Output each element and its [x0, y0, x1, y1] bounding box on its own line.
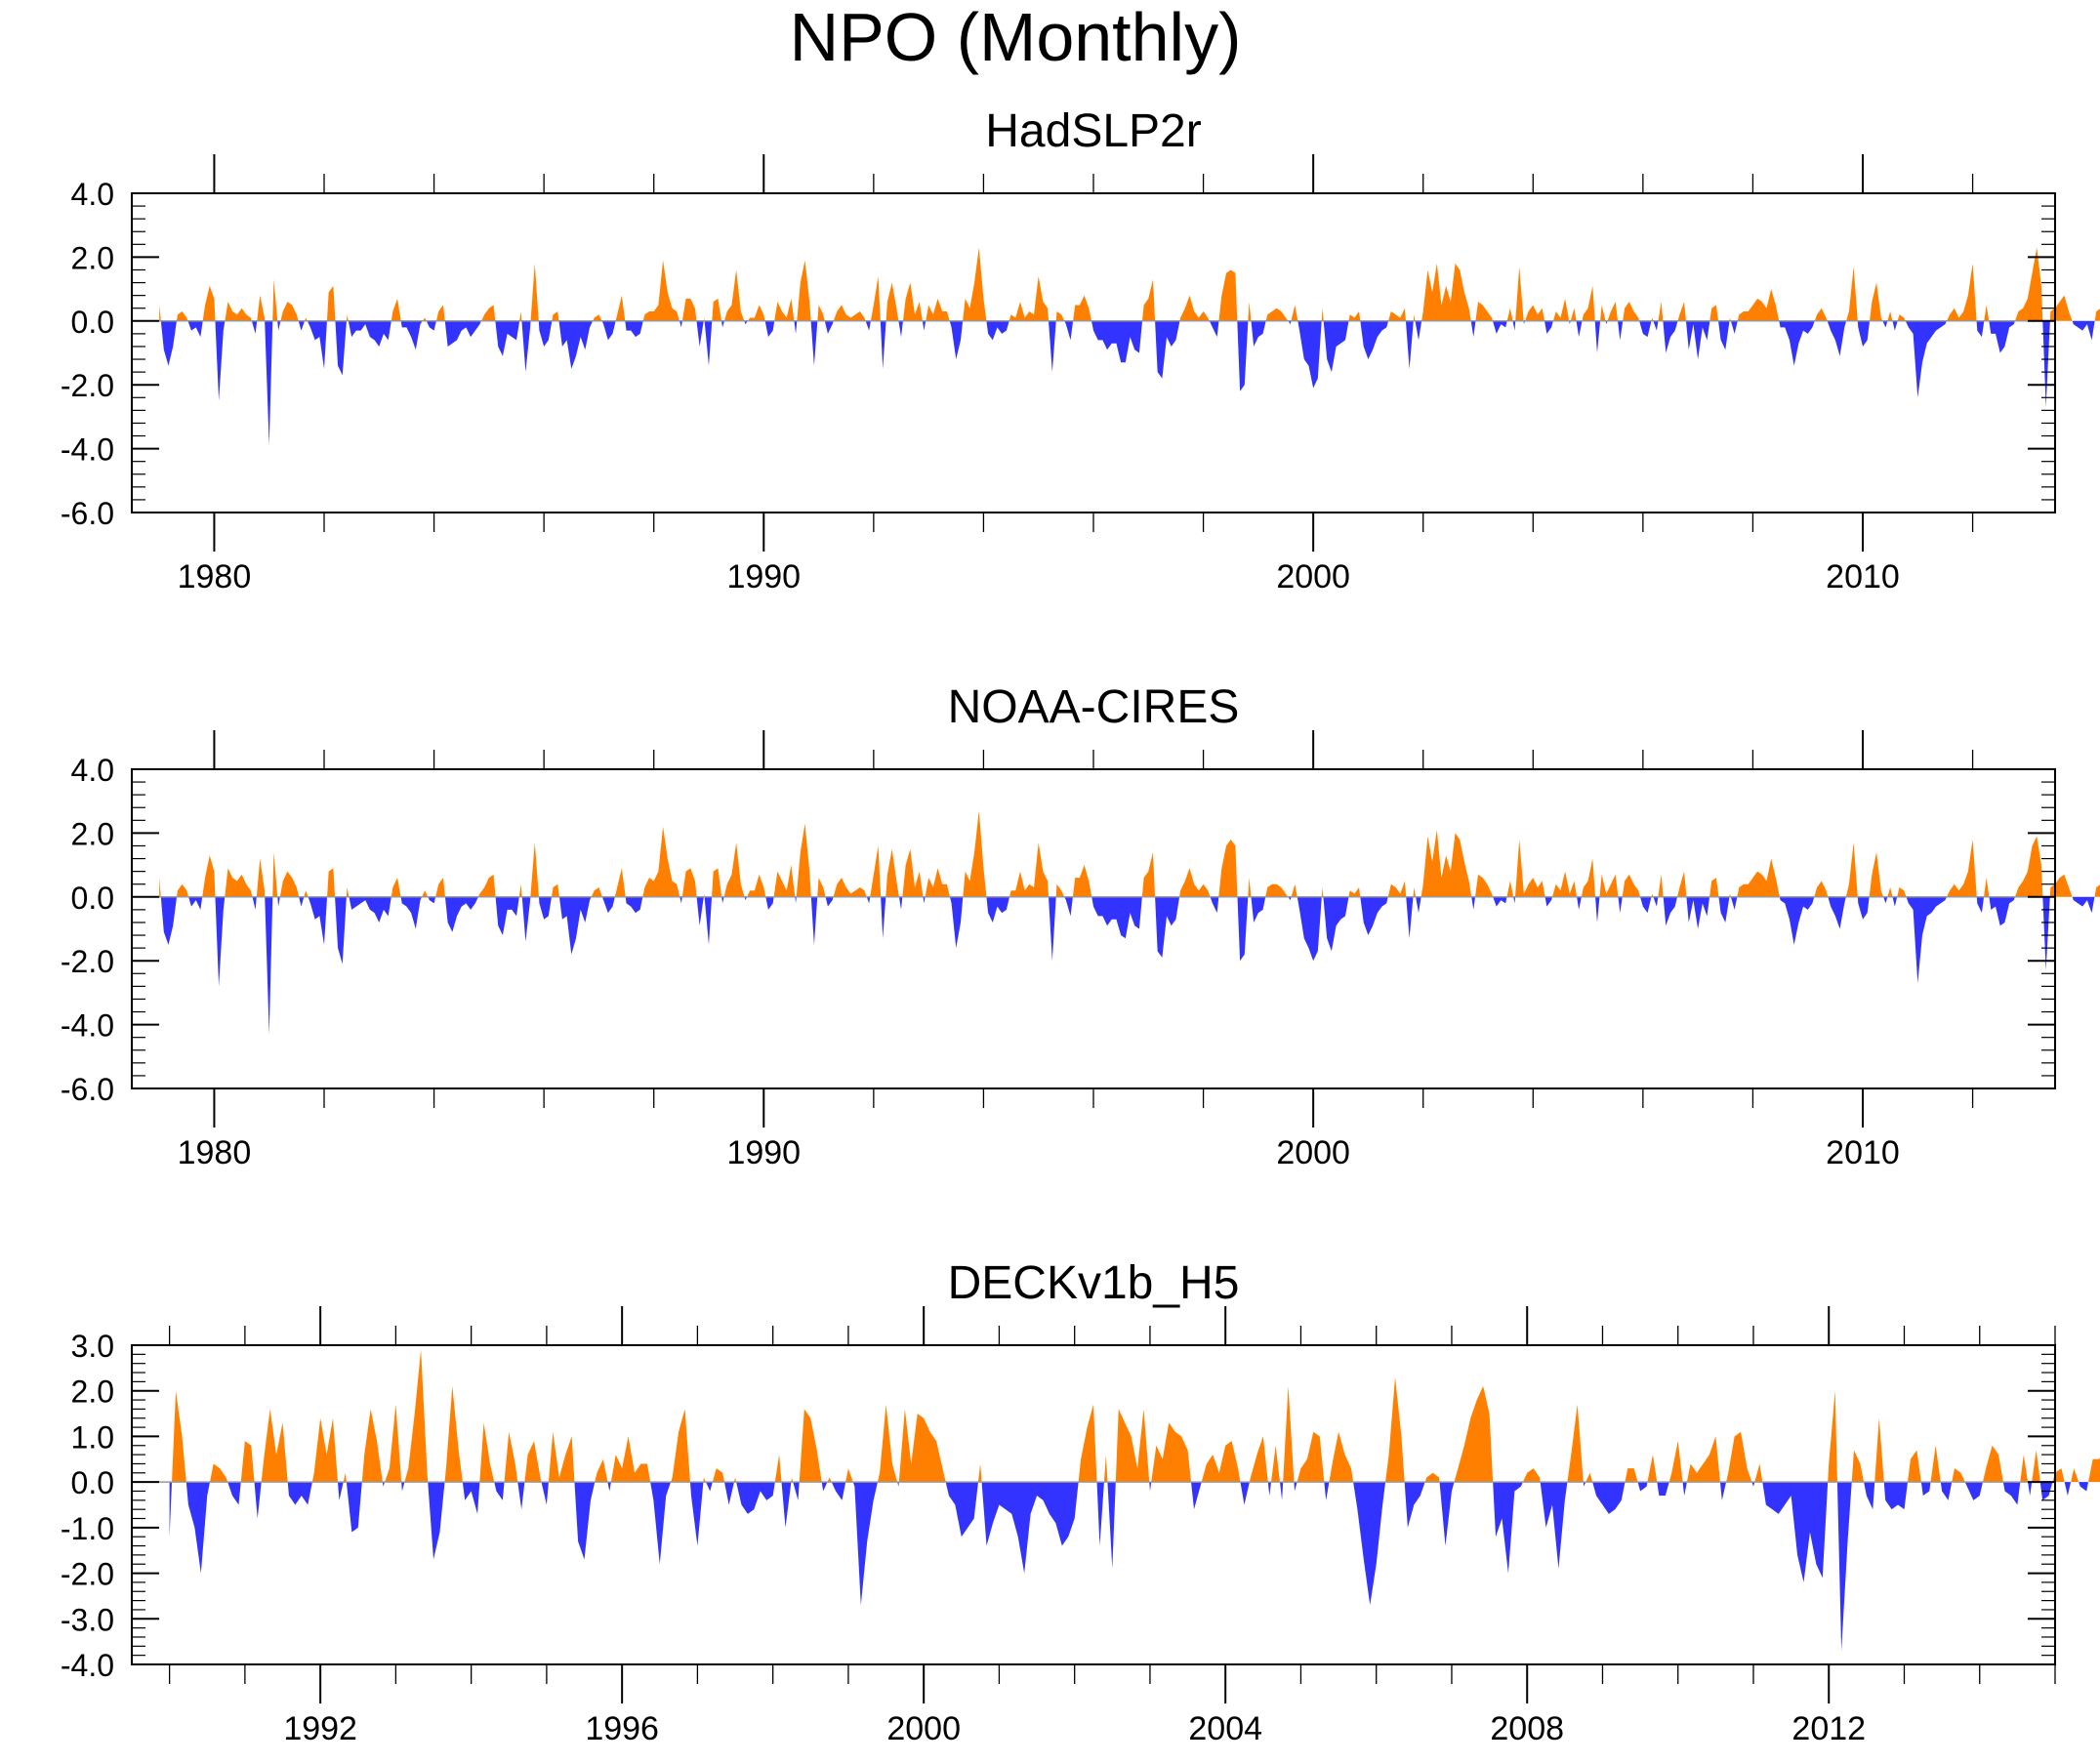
y-tick-label: 2.0 [71, 240, 114, 275]
y-tick-label: 1.0 [71, 1419, 114, 1455]
chart-panel-1: HadSLP2r 4.0 2.0 0.0 -2.0 -4.0 -6.0 1980 1990 200… [61, 105, 2100, 595]
plot-frame [131, 192, 2056, 513]
x-tick-label: 2004 [1188, 1710, 1262, 1747]
x-tick-label: 2008 [1490, 1710, 1564, 1747]
plot-frame [131, 768, 2056, 1089]
x-tick-label: 2010 [1826, 558, 1900, 595]
positive-area [159, 247, 2100, 321]
x-tick-label: 1990 [726, 1134, 801, 1171]
plot-frame [131, 1344, 2056, 1665]
x-tick-label: 1980 [178, 1134, 252, 1171]
x-tick-label: 2000 [1276, 1134, 1350, 1171]
y-tick-label: 0.0 [71, 881, 114, 916]
negative-area [169, 1482, 2100, 1651]
y-tick-label: -3.0 [61, 1602, 114, 1637]
y-tick-label: -4.0 [61, 1008, 114, 1044]
x-tick-label: 1980 [178, 558, 252, 595]
y-tick-label: -4.0 [61, 1648, 114, 1683]
chart-title: HadSLP2r [985, 105, 1201, 157]
y-tick-label: 2.0 [71, 816, 114, 851]
y-tick-label: -4.0 [61, 432, 114, 468]
negative-area [159, 896, 2100, 1035]
x-tick-label: 1992 [283, 1710, 357, 1747]
x-tick-label: 1990 [726, 558, 801, 595]
x-tick-label: 2000 [886, 1710, 961, 1747]
y-tick-label: 0.0 [71, 1465, 114, 1500]
y-tick-label: -2.0 [61, 944, 114, 979]
y-tick-label: -2.0 [61, 368, 114, 403]
chart-title: NOAA-CIRES [948, 681, 1240, 733]
y-tick-label: -6.0 [61, 1072, 114, 1107]
y-tick-label: 4.0 [71, 753, 114, 788]
y-tick-label: 0.0 [71, 305, 114, 340]
y-tick-label: 2.0 [71, 1374, 114, 1410]
chart-panel-3: DECKv1b_H5 3.0 2.0 1.0 0.0 -1.0 -2.0 -3.0 -4.0 19… [61, 1257, 2100, 1747]
y-tick-label: -2.0 [61, 1557, 114, 1592]
y-tick-label: -1.0 [61, 1511, 114, 1546]
y-tick-label: -6.0 [61, 496, 114, 531]
chart-panel-2: NOAA-CIRES 4.0 2.0 0.0 -2.0 -4.0 -6.0 1980 1990 2… [61, 681, 2100, 1171]
positive-area [169, 1349, 2100, 1483]
y-tick-label: 4.0 [71, 177, 114, 212]
x-tick-label: 1996 [585, 1710, 659, 1747]
chart-title: DECKv1b_H5 [948, 1257, 1240, 1309]
x-tick-label: 2000 [1276, 558, 1350, 595]
figure-title: NPO (Monthly) [790, 0, 1242, 75]
x-tick-label: 2012 [1791, 1710, 1866, 1747]
positive-area [159, 810, 2100, 897]
x-tick-label: 2010 [1826, 1134, 1900, 1171]
negative-area [159, 320, 2100, 446]
y-tick-label: 3.0 [71, 1329, 114, 1364]
